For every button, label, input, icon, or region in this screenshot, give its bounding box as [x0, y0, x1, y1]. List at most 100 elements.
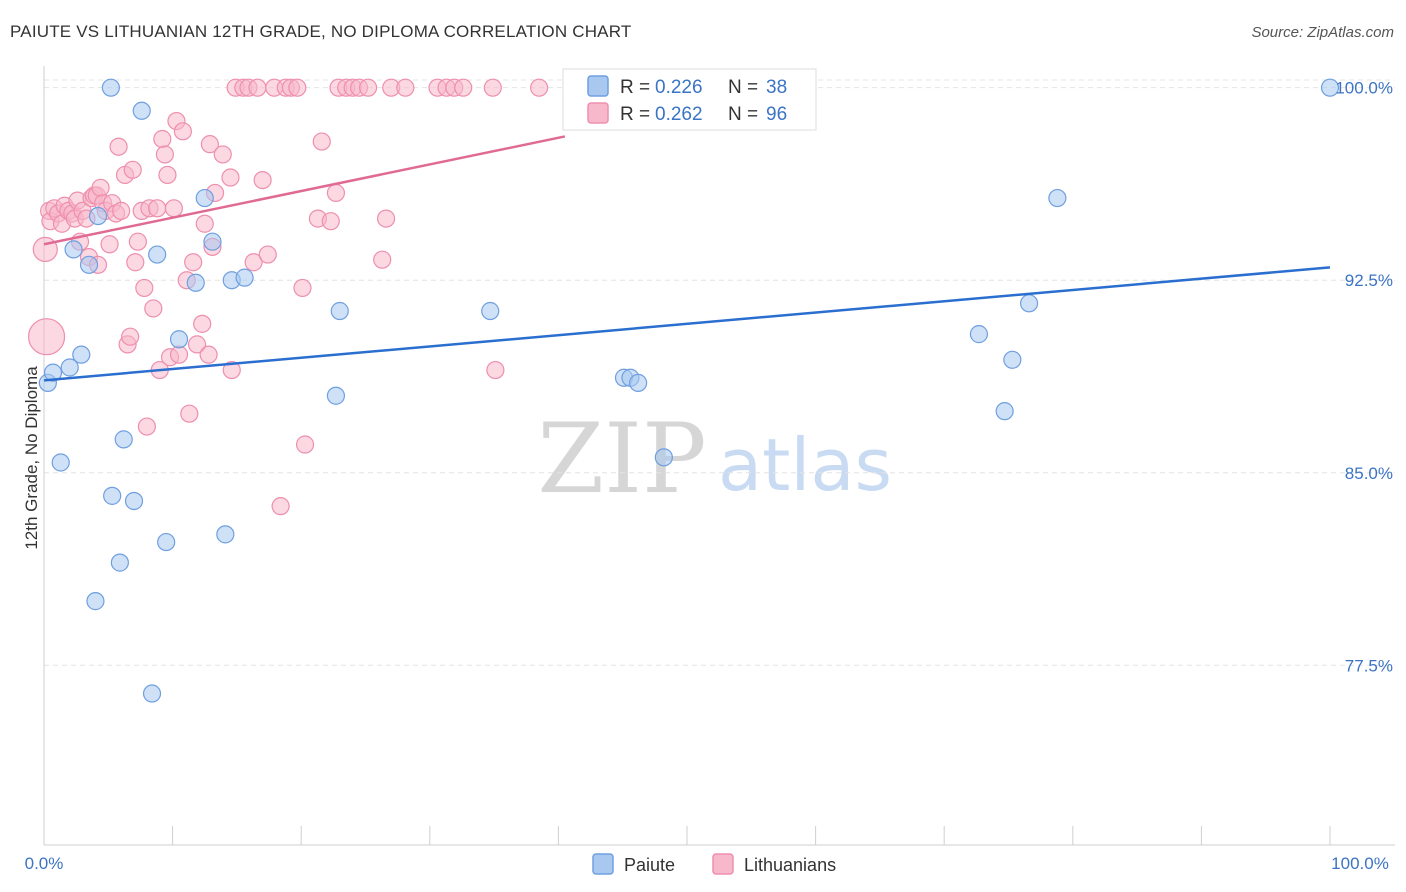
paiute-point — [64, 240, 83, 259]
paiute-point — [148, 245, 167, 264]
lithuanians-point — [137, 417, 156, 436]
paiute-point — [169, 330, 189, 349]
paiute-point — [995, 402, 1014, 421]
tick-labels: 77.5% 85.0% 92.5% 100.0% 0.0% 100.0% — [25, 79, 1393, 873]
lithuanians-point — [112, 201, 131, 220]
paiute-point — [1019, 294, 1039, 313]
paiute-point — [79, 255, 99, 274]
trend-lines — [43, 135, 1331, 382]
legend-lithuanians-r-value: 0.262 — [655, 104, 703, 125]
paiute-point — [142, 684, 162, 703]
lithuanians-point — [483, 78, 502, 97]
y-tick-label: 92.5% — [1345, 271, 1393, 290]
paiute-point — [195, 188, 214, 208]
lithuanians-point — [193, 314, 212, 333]
lithuanians-trend-line — [43, 135, 566, 246]
legend-paiute-swatch — [587, 75, 609, 97]
lithuanians-point — [486, 360, 505, 380]
legend-box: R = 0.226 N = 38 R = 0.262 N = 96 — [562, 68, 817, 131]
lithuanians-point — [158, 165, 177, 185]
lithuanians-point — [253, 170, 272, 190]
bottom-legend: Paiute Lithuanians — [592, 853, 836, 875]
paiute-point — [132, 101, 151, 120]
paiute-point — [114, 430, 133, 449]
legend-paiute-n-label: N = — [728, 77, 758, 98]
bottom-legend-paiute-label: Paiute — [624, 855, 675, 875]
x-tick-label: 100.0% — [1331, 854, 1389, 873]
bottom-legend-lithuanians-swatch — [712, 853, 734, 875]
paiute-point — [72, 345, 91, 364]
lithuanians-point — [271, 497, 290, 516]
lithuanians-point — [100, 235, 119, 254]
lithuanians-point — [128, 232, 147, 251]
y-tick-label: 77.5% — [1345, 656, 1393, 675]
paiute-point — [1003, 350, 1022, 369]
paiute-point — [629, 373, 648, 393]
lithuanians-points — [27, 78, 549, 516]
lithuanians-point — [173, 122, 192, 141]
watermark-zip: ZIP — [537, 403, 706, 515]
lithuanians-point — [248, 78, 267, 97]
legend-paiute-r-value: 0.226 — [655, 77, 703, 98]
paiute-point — [157, 532, 176, 552]
lithuanians-point — [454, 78, 473, 97]
lithuanians-point — [195, 214, 214, 233]
chart-title: PAIUTE VS LITHUANIAN 12TH GRADE, NO DIPL… — [10, 22, 632, 41]
legend-lithuanians-n-label: N = — [728, 104, 758, 125]
lithuanians-point — [123, 160, 142, 179]
legend-lithuanians-r-label: R = — [620, 104, 650, 125]
paiute-point — [101, 78, 120, 97]
lithuanians-point — [244, 253, 263, 272]
paiute-point — [110, 553, 129, 572]
paiute-point — [330, 301, 349, 321]
lithuanians-point — [126, 253, 145, 272]
lithuanians-point — [200, 135, 219, 154]
lithuanians-point — [312, 132, 331, 151]
lithuanians-point — [326, 183, 346, 203]
source-label: Source: ZipAtlas.com — [1251, 24, 1394, 41]
legend-paiute-r-label: R = — [620, 77, 650, 98]
lithuanians-point — [184, 253, 203, 272]
lithuanians-point — [180, 404, 199, 423]
paiute-point — [1048, 188, 1067, 208]
bottom-legend-lithuanians-label: Lithuanians — [744, 855, 836, 875]
paiute-point — [88, 206, 108, 226]
paiute-point — [1320, 78, 1340, 97]
paiute-point — [186, 273, 205, 292]
paiute-points — [38, 78, 1340, 703]
lithuanians-point — [153, 129, 172, 149]
y-tick-label: 85.0% — [1345, 464, 1393, 483]
paiute-point — [969, 325, 989, 344]
paiute-point — [654, 448, 673, 467]
paiute-point — [43, 363, 63, 382]
y-axis-title: 12th Grade, No Diploma — [22, 366, 41, 550]
bottom-legend-paiute-swatch — [592, 853, 614, 875]
legend-paiute-n-value: 38 — [766, 77, 787, 98]
lithuanians-point — [222, 360, 241, 380]
paiute-point — [124, 491, 144, 511]
lithuanians-point — [164, 199, 183, 218]
lithuanians-point — [396, 78, 415, 97]
lithuanians-point — [288, 78, 307, 97]
x-tick-label: 0.0% — [25, 854, 64, 873]
lithuanians-point — [321, 212, 340, 231]
lithuanians-point — [199, 345, 218, 364]
lithuanians-point — [91, 178, 110, 197]
y-tick-label: 100.0% — [1335, 79, 1393, 98]
paiute-point — [235, 268, 254, 287]
lithuanians-point — [109, 137, 128, 156]
paiute-point — [216, 525, 235, 544]
gridlines — [44, 79, 1395, 666]
paiute-point — [60, 358, 79, 377]
lithuanians-point — [358, 78, 378, 97]
lithuanians-point — [530, 78, 549, 97]
lithuanians-point — [221, 168, 240, 187]
legend-lithuanians-swatch — [587, 102, 609, 124]
watermark-atlas: atlas — [718, 423, 892, 507]
lithuanians-point — [155, 145, 174, 164]
lithuanians-point — [293, 278, 312, 298]
lithuanians-point — [376, 209, 396, 228]
lithuanians-point — [187, 335, 207, 354]
lithuanians-point — [373, 250, 392, 269]
